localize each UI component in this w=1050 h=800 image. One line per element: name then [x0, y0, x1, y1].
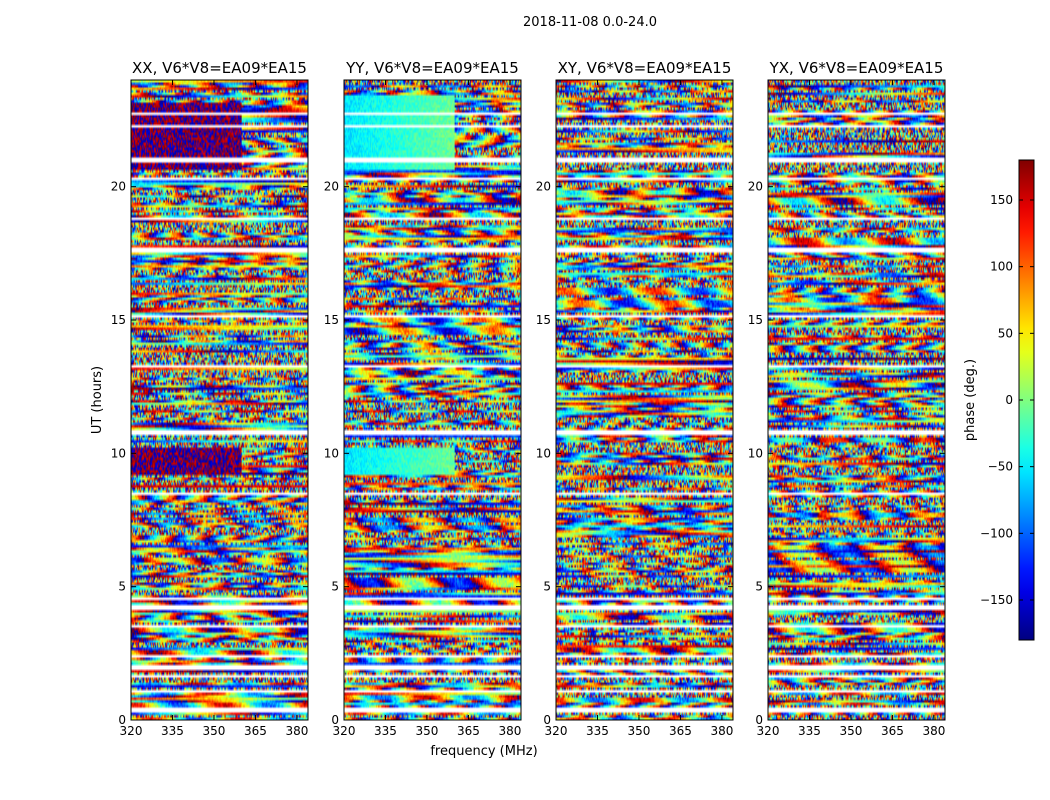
x-tick-label: 320	[545, 724, 568, 738]
y-tick-label: 0	[755, 713, 763, 727]
colorbar-tick-label: −150	[980, 593, 1013, 607]
y-tick-label: 15	[536, 313, 551, 327]
panel-title: XX, V6*V8=EA09*EA15	[132, 59, 307, 77]
colorbar: 150 100 50 0 −50 −100 −150	[980, 159, 1035, 641]
x-tick-label: 380	[285, 724, 308, 738]
x-tick-label: 320	[120, 724, 143, 738]
panel-3: YX, V6*V8=EA09*EA15 320 335 350 365 380 0 5 10 15…	[748, 59, 946, 738]
x-tick-label: 335	[586, 724, 609, 738]
y-tick-label: 5	[543, 580, 551, 594]
x-tick-label: 380	[710, 724, 733, 738]
axes-frame	[555, 79, 734, 721]
x-tick-label: 335	[374, 724, 397, 738]
x-tick-label: 365	[244, 724, 267, 738]
x-tick-label: 350	[840, 724, 863, 738]
y-tick-label: 15	[111, 313, 126, 327]
y-tick-label: 10	[324, 446, 339, 460]
x-tick-label: 320	[757, 724, 780, 738]
x-axis-label: frequency (MHz)	[430, 744, 537, 759]
colorbar-tick-label: 50	[998, 326, 1013, 340]
x-tick-label: 350	[203, 724, 226, 738]
x-tick-label: 320	[333, 724, 356, 738]
y-tick-label: 0	[331, 713, 339, 727]
y-tick-label: 5	[331, 580, 339, 594]
x-tick-label: 335	[161, 724, 184, 738]
phase-image	[556, 80, 733, 720]
y-tick-label: 0	[118, 713, 126, 727]
phase-image	[131, 80, 308, 720]
y-tick-label: 20	[111, 180, 126, 194]
y-tick-label: 15	[748, 313, 763, 327]
panel-title: YY, V6*V8=EA09*EA15	[345, 59, 519, 77]
panel-0: XX, V6*V8=EA09*EA15 320 335 350 365 380 0 5 10 15…	[111, 59, 309, 738]
colorbar-tick-label: 0	[1005, 393, 1013, 407]
x-tick-label: 380	[922, 724, 945, 738]
panel-1: YY, V6*V8=EA09*EA15 320 335 350 365 380 0 5 10 15…	[324, 59, 522, 738]
y-tick-label: 20	[324, 180, 339, 194]
y-tick-label: 10	[748, 446, 763, 460]
y-tick-label: 20	[748, 180, 763, 194]
colorbar-label: phase (deg.)	[963, 359, 978, 441]
x-tick-label: 335	[798, 724, 821, 738]
y-tick-label: 10	[111, 446, 126, 460]
y-tick-label: 10	[536, 446, 551, 460]
y-tick-label: 15	[324, 313, 339, 327]
y-tick-label: 5	[755, 580, 763, 594]
colorbar-tick-label: −50	[988, 460, 1013, 474]
x-tick-label: 350	[628, 724, 651, 738]
axes-frame	[767, 79, 946, 721]
panel-title: YX, V6*V8=EA09*EA15	[769, 59, 944, 77]
x-tick-label: 365	[457, 724, 480, 738]
panel-title: XY, V6*V8=EA09*EA15	[558, 59, 732, 77]
phase-image	[768, 80, 945, 720]
axes-frame	[343, 79, 522, 721]
panel-2: XY, V6*V8=EA09*EA15 320 335 350 365 380 0 5 10 15…	[536, 59, 734, 738]
panels: XX, V6*V8=EA09*EA15 320 335 350 365 380 0 5 10 15…	[111, 59, 946, 738]
colorbar-tick-label: 150	[990, 193, 1013, 207]
x-tick-label: 350	[416, 724, 439, 738]
phase-image	[344, 80, 521, 720]
x-tick-label: 380	[498, 724, 521, 738]
colorbar-tick-label: 100	[990, 260, 1013, 274]
x-tick-label: 365	[669, 724, 692, 738]
colorbar-tick-label: −100	[980, 526, 1013, 540]
y-tick-label: 0	[543, 713, 551, 727]
y-tick-label: 5	[118, 580, 126, 594]
axes-frame	[130, 79, 309, 721]
x-tick-label: 365	[881, 724, 904, 738]
y-axis-label: UT (hours)	[90, 366, 105, 434]
figure-title: 2018-11-08 0.0-24.0	[523, 15, 657, 30]
y-tick-label: 20	[536, 180, 551, 194]
